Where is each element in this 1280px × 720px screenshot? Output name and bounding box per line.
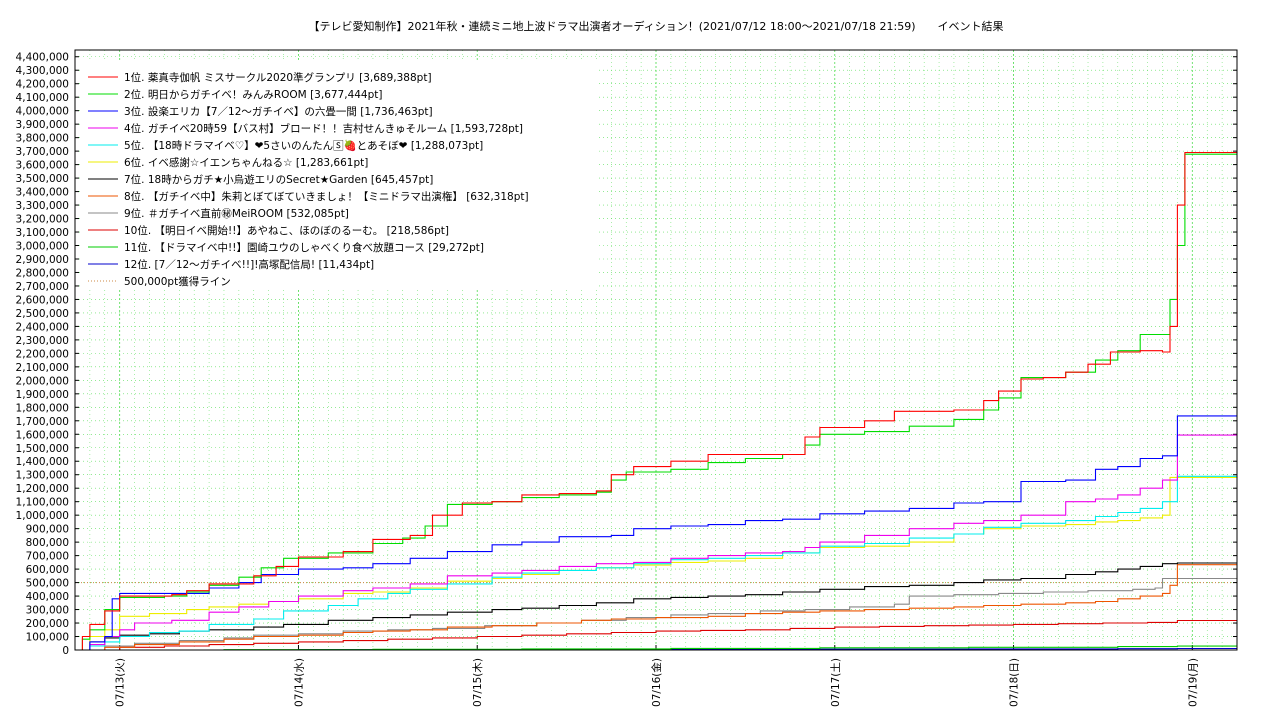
y-tick-label: 300,000 — [26, 605, 69, 617]
legend-label: 7位. 18時からガチ★小烏遊エリのSecret★Garden [645,457… — [124, 173, 433, 186]
x-axis: 07/13(火) 07/14(水) 07/15(木) 07/16(金) 07/17(土)… — [115, 645, 1199, 707]
series-line — [75, 564, 1237, 651]
x-tick-label: 07/19(月) — [1187, 658, 1199, 707]
y-tick-label: 800,000 — [26, 537, 69, 549]
grid — [74, 50, 1238, 650]
y-tick-label: 3,200,000 — [16, 214, 69, 226]
legend-label: 500,000pt獲得ライン — [124, 275, 231, 288]
y-tick-label: 4,400,000 — [16, 52, 69, 64]
y-tick-label: 1,800,000 — [16, 402, 69, 414]
y-tick-label: 3,300,000 — [16, 200, 69, 212]
y-tick-label: 4,300,000 — [16, 65, 69, 77]
y-tick-label: 1,200,000 — [16, 483, 69, 495]
y-tick-label: 4,200,000 — [16, 79, 69, 91]
legend-label: 4位. ガチイベ20時59【バス村】ブロード！！吉村せんきゅそルーム [1,59… — [124, 122, 523, 135]
legend-label: 2位. 明日からガチイベ！みんみROOM [3,677,444pt] — [124, 88, 383, 101]
y-tick-label: 100,000 — [26, 632, 69, 644]
y-tick-label: 1,600,000 — [16, 429, 69, 441]
legend-label: 3位. 設楽エリカ【7／12〜ガチイベ】の六畳一間 [1,736,463pt] — [124, 105, 433, 118]
y-tick-label: 500,000 — [26, 578, 69, 590]
y-tick-label: 2,400,000 — [16, 321, 69, 333]
x-tick-label: 07/13(火) — [115, 658, 127, 707]
series-line — [75, 475, 1237, 651]
y-tick-label: 900,000 — [26, 524, 69, 536]
y-tick-label: 3,800,000 — [16, 133, 69, 145]
y-tick-label: 0 — [62, 645, 69, 657]
y-tick-label: 4,100,000 — [16, 92, 69, 104]
series-line — [75, 151, 1238, 651]
y-tick-label: 4,000,000 — [16, 106, 69, 118]
y-tick-label: 2,500,000 — [16, 308, 69, 320]
legend-label: 10位. 【明日イベ開始!!】あやねこ、ほのぼのるーむ。 [218,586pt] — [124, 224, 449, 237]
y-tick-label: 1,900,000 — [16, 389, 69, 401]
chart-title: 【テレビ愛知制作】2021年秋・連続ミニ地上波ドラマ出演者オーディション！(20… — [309, 19, 1004, 33]
y-tick-label: 700,000 — [26, 551, 69, 563]
x-tick-label: 07/17(土) — [829, 658, 842, 707]
series-line — [75, 415, 1237, 651]
x-tick-label: 07/15(木) — [472, 658, 484, 707]
y-tick-label: 400,000 — [26, 591, 69, 603]
series-lines — [75, 151, 1238, 651]
legend-label: 5位. 【18時ドラマイベ♡】❤5さいのんたん🅂🍓とあそぼ❤ [1,288,07… — [124, 139, 483, 152]
y-tick-label: 600,000 — [26, 564, 69, 576]
y-tick-label: 2,000,000 — [16, 375, 69, 387]
y-tick-label: 1,700,000 — [16, 416, 69, 428]
legend-label: 11位. 【ドラマイベ中!!】園崎ユウのしゃべくり食べ放題コース [29,272… — [124, 241, 484, 254]
legend-label: 8位. 【ガチイベ中】朱莉とぼてぼていきましょ！【ミニドラマ出演権】 [632,… — [124, 190, 529, 203]
y-tick-label: 1,100,000 — [16, 497, 69, 509]
y-tick-label: 1,300,000 — [16, 470, 69, 482]
legend-label: 6位. イベ感謝☆イエンちゃんねる☆ [1,283,661pt] — [124, 156, 368, 169]
y-tick-label: 3,500,000 — [16, 173, 69, 185]
y-tick-label: 2,700,000 — [16, 281, 69, 293]
y-tick-label: 3,700,000 — [16, 146, 69, 158]
y-tick-label: 3,000,000 — [16, 241, 69, 253]
legend: 1位. 薬真寺伽帆 ミスサークル2020準グランプリ [3,689,388pt]… — [80, 62, 597, 290]
x-tick-label: 07/18(日) — [1009, 658, 1021, 707]
series-line — [75, 619, 1237, 651]
y-tick-label: 1,000,000 — [16, 510, 69, 522]
plot-frame — [74, 49, 1238, 651]
y-tick-label: 3,400,000 — [16, 187, 69, 199]
y-tick-label: 3,100,000 — [16, 227, 69, 239]
legend-box — [80, 62, 597, 290]
legend-label: 12位. [7／12〜ガチイベ!!]!高塚配信局! [11,434pt] — [124, 258, 374, 271]
y-tick-label: 2,200,000 — [16, 348, 69, 360]
y-tick-label: 2,600,000 — [16, 294, 69, 306]
y-tick-label: 2,800,000 — [16, 267, 69, 279]
y-tick-label: 1,500,000 — [16, 443, 69, 455]
y-tick-label: 200,000 — [26, 618, 69, 630]
y-tick-label: 3,600,000 — [16, 160, 69, 172]
series-line — [75, 434, 1237, 651]
x-tick-label: 07/14(水) — [293, 658, 305, 707]
y-tick-label: 2,900,000 — [16, 254, 69, 266]
x-tick-label: 07/16(金) — [650, 658, 663, 707]
y-tick-label: 1,400,000 — [16, 456, 69, 468]
y-tick-label: 2,300,000 — [16, 335, 69, 347]
y-tick-label: 3,900,000 — [16, 119, 69, 131]
y-tick-label: 2,100,000 — [16, 362, 69, 374]
legend-label: 1位. 薬真寺伽帆 ミスサークル2020準グランプリ [3,689,388pt] — [124, 71, 432, 84]
legend-label: 9位. ＃ガチイベ直前㊙MeiROOM [532,085pt] — [124, 207, 349, 220]
